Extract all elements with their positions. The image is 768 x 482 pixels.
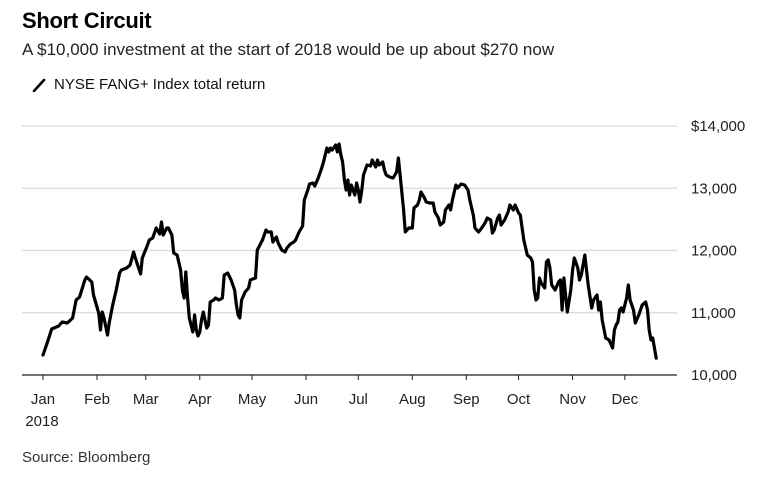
x-tick-label: May	[238, 391, 267, 408]
x-tick-label: Oct	[507, 391, 531, 408]
x-tick-label: Jun	[294, 391, 318, 408]
x-tick-label: Nov	[559, 391, 586, 408]
x-tick-label: Apr	[188, 391, 211, 408]
x-tick-label: Feb	[84, 391, 110, 408]
chart-title: Short Circuit	[22, 8, 152, 33]
x-year-label: 2018	[25, 413, 58, 430]
x-tick-label: Sep	[453, 391, 480, 408]
x-tick-label: Mar	[133, 391, 159, 408]
y-tick-label: 13,000	[691, 180, 737, 197]
y-tick-label: $14,000	[691, 118, 745, 135]
legend-label: NYSE FANG+ Index total return	[54, 76, 266, 93]
y-tick-label: 10,000	[691, 367, 737, 384]
series-line-fang-index	[41, 142, 658, 360]
y-tick-label: 11,000	[691, 305, 736, 322]
x-tick-label: Jan	[31, 391, 55, 408]
x-tick-label: Jul	[349, 391, 368, 408]
y-tick-label: 12,000	[691, 243, 737, 260]
chart-subtitle: A $10,000 investment at the start of 201…	[22, 40, 555, 59]
source-note: Source: Bloomberg	[22, 449, 151, 466]
legend: NYSE FANG+ Index total return	[32, 76, 265, 93]
legend-line-icon	[32, 78, 46, 92]
x-tick-label: Aug	[399, 391, 426, 408]
y-axis: 10,000 11,000 12,000 13,000 $14,000	[691, 118, 745, 384]
x-tick-label: Dec	[611, 391, 638, 408]
x-axis: Jan Feb Mar Apr May Jun Jul Aug Sep Oct Nov Dec 2018	[22, 374, 677, 430]
gridlines	[22, 125, 677, 314]
series-layer	[41, 142, 658, 360]
